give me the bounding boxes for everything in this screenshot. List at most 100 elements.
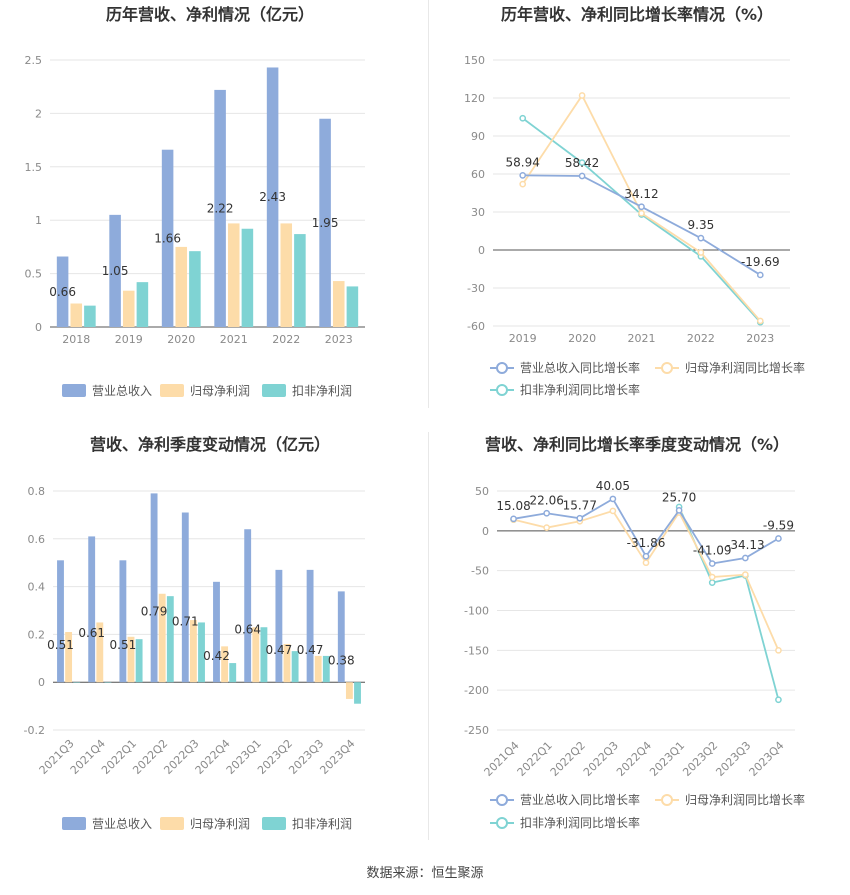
series-point	[775, 646, 782, 654]
bar-deducted	[189, 251, 201, 327]
data-label: 15.77	[563, 498, 597, 512]
legend-label: 归母净利润同比增长率	[685, 792, 805, 807]
x-tick-label: 2023	[746, 332, 774, 345]
legend-swatch	[62, 384, 86, 397]
bar-revenue	[266, 67, 279, 327]
x-tick-label: 2023Q2	[680, 739, 720, 779]
y-tick-label: -0.2	[24, 724, 45, 737]
bar-revenue	[88, 536, 96, 683]
bar-revenue	[57, 560, 64, 683]
data-label: 1.66	[154, 231, 181, 245]
legend-label: 营业总收入同比增长率	[520, 360, 640, 375]
bar-deducted	[84, 305, 96, 327]
x-tick-label: 2023Q4	[747, 739, 787, 779]
data-label: 0.38	[328, 654, 355, 668]
data-label: 22.06	[529, 493, 563, 507]
data-label: -31.86	[627, 536, 666, 550]
bar-deducted	[136, 282, 149, 327]
bar-deducted	[260, 627, 268, 683]
bar-revenue	[181, 512, 189, 683]
series-point	[756, 271, 764, 279]
legend-swatch	[160, 817, 184, 830]
series-point	[775, 535, 782, 542]
x-tick-label: 2023Q1	[647, 739, 687, 779]
bar-netprofit	[283, 643, 291, 683]
legend-marker	[661, 794, 673, 806]
y-tick-label: 0	[38, 676, 45, 689]
bar-deducted	[354, 682, 361, 704]
chart-title: 营收、净利同比增长率季度变动情况（%）	[485, 435, 789, 454]
series-point	[609, 507, 617, 515]
chart-c1: 历年营收、净利情况（亿元） 0 0.5 1 1.5 2 2.5 2018 2019 2020 202…	[25, 5, 365, 398]
bar-deducted	[229, 663, 237, 683]
data-source-footer: 数据来源：恒生聚源	[366, 866, 484, 881]
chart-c4: 营收、净利同比增长率季度变动情况（%） -250 -200 -150 -100 -50 0 5…	[464, 435, 805, 830]
bar-revenue	[150, 493, 158, 683]
bar-netprofit	[332, 281, 345, 327]
legend-marker	[496, 817, 508, 829]
bar-deducted	[322, 655, 330, 683]
bar-deducted	[241, 228, 254, 327]
y-tick-label: -30	[467, 282, 485, 295]
legend-swatch	[262, 817, 286, 830]
bar-revenue	[319, 118, 331, 328]
y-tick-label: 2	[35, 107, 42, 120]
series-point	[775, 696, 782, 704]
y-tick-label: 0	[482, 525, 489, 538]
legend-label: 归母净利润同比增长率	[685, 360, 805, 375]
data-label: 58.42	[565, 156, 599, 170]
data-label: 0.51	[110, 638, 137, 652]
y-tick-label: 0.8	[28, 485, 46, 498]
legend-marker	[661, 362, 673, 374]
x-tick-label: 2019	[115, 333, 143, 346]
data-label: 0.66	[49, 285, 76, 299]
x-tick-label: 2021	[220, 333, 248, 346]
y-tick-label: 30	[471, 206, 485, 219]
data-label: -9.59	[763, 518, 794, 532]
x-tick-label: 2022	[687, 332, 715, 345]
bar-netprofit	[65, 632, 73, 683]
y-tick-label: 0.4	[28, 581, 46, 594]
series-point	[697, 249, 705, 256]
legend-label: 营业总收入	[92, 817, 152, 831]
chart-title: 历年营收、净利同比增长率情况（%）	[501, 5, 773, 24]
bar-netprofit	[70, 303, 83, 327]
data-label: 25.70	[662, 490, 696, 504]
data-label: 0.47	[297, 643, 324, 657]
series-line-1	[513, 509, 780, 651]
bar-netprofit	[314, 655, 322, 683]
series-point	[578, 172, 586, 180]
series-point	[741, 571, 749, 579]
data-label: 0.61	[78, 626, 105, 640]
bar-deducted	[135, 639, 143, 683]
legend-label: 扣非净利润	[292, 817, 352, 831]
series-point	[642, 559, 650, 567]
vertical-divider-bottom	[428, 432, 429, 840]
bar-netprofit	[127, 636, 135, 683]
bar-deducted	[73, 682, 81, 683]
legend-label: 归母净利润	[190, 384, 250, 398]
data-label: 1.05	[102, 264, 129, 278]
y-tick-label: 1.5	[25, 161, 43, 174]
series-line-2	[522, 117, 761, 323]
x-tick-label: 2022	[272, 333, 300, 346]
x-tick-label: 2021	[628, 332, 656, 345]
legend-label: 扣非净利润同比增长率	[520, 815, 640, 830]
x-tick-label: 2018	[62, 333, 90, 346]
y-tick-label: -250	[464, 724, 489, 737]
series-point	[543, 509, 551, 517]
y-tick-label: 90	[471, 130, 485, 143]
bar-netprofit	[189, 620, 197, 683]
series-point	[576, 514, 584, 522]
x-tick-label: 2023Q3	[713, 739, 753, 779]
legend-swatch	[62, 817, 86, 830]
bar-deducted	[294, 234, 306, 327]
series-point	[519, 180, 527, 188]
series-point	[578, 92, 586, 99]
bar-revenue	[214, 89, 226, 328]
x-tick-label: 2020	[568, 332, 596, 345]
series-point	[543, 524, 551, 531]
y-tick-label: 0	[478, 244, 485, 257]
bar-deducted	[198, 622, 205, 683]
x-tick-label: 2022Q4	[614, 739, 654, 779]
